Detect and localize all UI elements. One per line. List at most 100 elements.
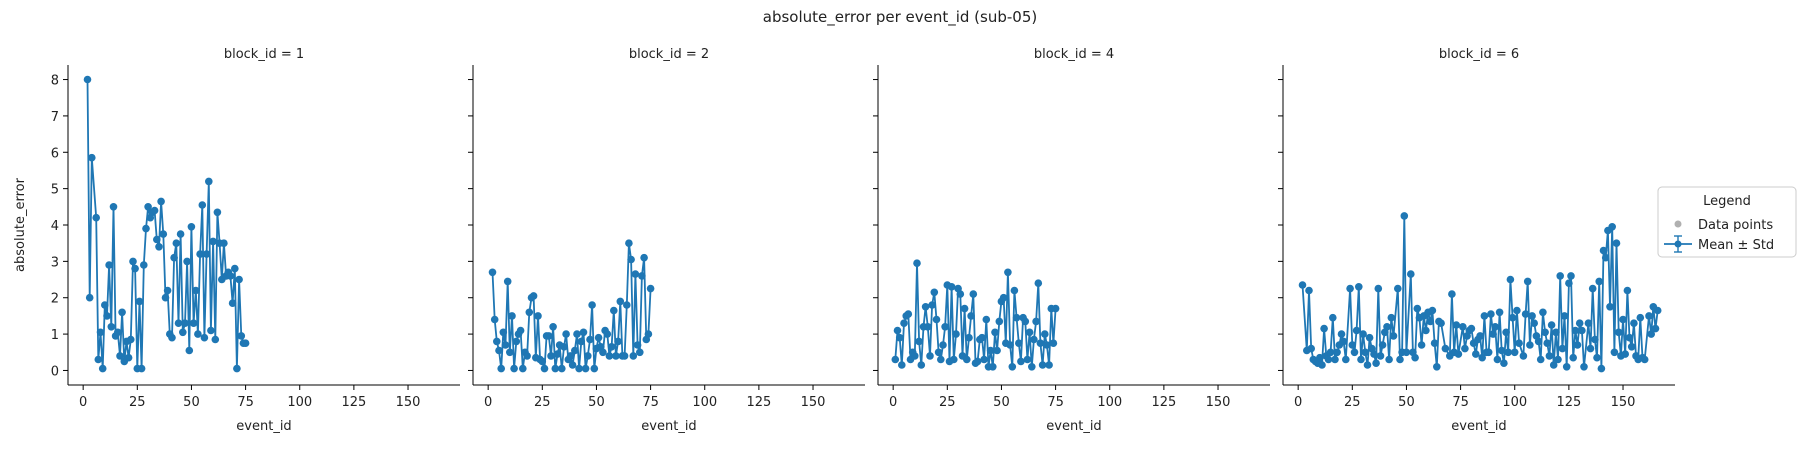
data-point [1426, 317, 1435, 326]
data-point [1359, 330, 1367, 338]
data-point [161, 293, 170, 302]
data-point [612, 352, 620, 360]
data-point [1528, 312, 1536, 320]
data-point [629, 352, 638, 360]
x-tick-label: 100 [1097, 395, 1122, 410]
data-point [1389, 332, 1398, 340]
data-point [1651, 324, 1660, 333]
data-point [911, 352, 919, 360]
data-point [1560, 312, 1569, 320]
data-point [209, 237, 217, 246]
data-point [183, 257, 191, 266]
data-point [488, 268, 497, 277]
data-point [1593, 353, 1601, 362]
x-tick-label: 50 [183, 395, 200, 410]
data-point [1614, 328, 1623, 337]
legend-label-mean-std: Mean ± Std [1698, 238, 1774, 253]
data-point [1504, 348, 1512, 357]
data-point [963, 355, 971, 364]
data-point [211, 335, 220, 344]
data-point [1621, 350, 1629, 358]
data-point [1363, 361, 1372, 369]
data-point [590, 364, 599, 373]
data-point [170, 253, 178, 262]
data-point [109, 203, 118, 211]
data-point [1010, 286, 1019, 295]
data-point [1394, 284, 1402, 293]
data-point [1428, 306, 1437, 315]
data-point [94, 355, 103, 364]
data-point [893, 326, 902, 335]
data-point [1580, 363, 1588, 371]
data-point [581, 364, 590, 373]
data-point [1530, 319, 1538, 328]
data-point [1573, 341, 1582, 349]
data-point [118, 308, 126, 317]
data-point [1502, 328, 1510, 337]
data-point [168, 333, 176, 342]
data-point [174, 319, 183, 328]
data-point [1627, 343, 1636, 351]
data-point [1612, 239, 1621, 247]
data-point [1569, 353, 1577, 362]
data-point [900, 319, 908, 328]
x-axis-label: event_id [236, 419, 291, 434]
data-point [1043, 341, 1051, 349]
figure-title: absolute_error per event_id (sub-05) [763, 8, 1037, 27]
y-tick-label: 6 [51, 146, 59, 161]
data-point [605, 352, 614, 360]
y-tick-label: 1 [51, 328, 59, 343]
facet-panels: block_id = 1 0 1 2 3 4 5 6 7 8 0 25 50 75 100 125 150 eve… [13, 47, 1675, 434]
data-point [493, 337, 501, 346]
data-point [895, 333, 904, 342]
data-point [941, 323, 949, 331]
data-point [891, 355, 900, 364]
data-point [560, 343, 568, 351]
x-axis-label: event_id [1451, 419, 1506, 434]
data-point [506, 348, 514, 357]
data-point [989, 363, 997, 371]
data-point [1385, 355, 1393, 364]
data-point [1554, 355, 1562, 364]
x-tick-label: 25 [939, 395, 956, 410]
data-point [1376, 352, 1385, 360]
data-point [1452, 321, 1461, 329]
facet-panel-3: block_id = 4 0 25 50 75 100 125 150 event_id [873, 47, 1270, 434]
data-point [588, 301, 596, 309]
data-point [562, 330, 570, 338]
data-point [1645, 312, 1653, 320]
data-point [930, 288, 939, 297]
data-point [1305, 286, 1313, 295]
data-point [1586, 344, 1595, 353]
data-point [1547, 321, 1556, 329]
data-point [571, 346, 579, 355]
data-point [1326, 348, 1335, 357]
data-point [1339, 337, 1348, 346]
y-tick-label: 3 [51, 255, 59, 270]
data-point [627, 255, 635, 264]
x-tick-label: 0 [79, 395, 87, 410]
data-point [1324, 355, 1333, 364]
data-point [1497, 346, 1506, 355]
data-point [508, 312, 516, 320]
data-point [625, 239, 633, 247]
data-point [1006, 341, 1014, 349]
data-point [1484, 348, 1493, 357]
data-point [1510, 348, 1519, 357]
data-point [551, 364, 560, 373]
data-point [142, 224, 150, 233]
y-tick-label: 0 [51, 364, 59, 379]
facet-panel-4: block_id = 6 0 25 50 75 100 125 150 event_id [1278, 47, 1675, 434]
data-point [956, 290, 965, 298]
data-point [1519, 352, 1528, 360]
data-point [1430, 339, 1439, 348]
x-tick-label: 100 [1502, 395, 1527, 410]
data-point [127, 335, 135, 344]
data-point [510, 364, 518, 373]
data-point [157, 197, 165, 206]
data-point [549, 323, 557, 331]
data-point [107, 323, 116, 331]
data-point [1454, 350, 1463, 358]
data-point [1372, 359, 1380, 368]
data-point [638, 272, 646, 280]
